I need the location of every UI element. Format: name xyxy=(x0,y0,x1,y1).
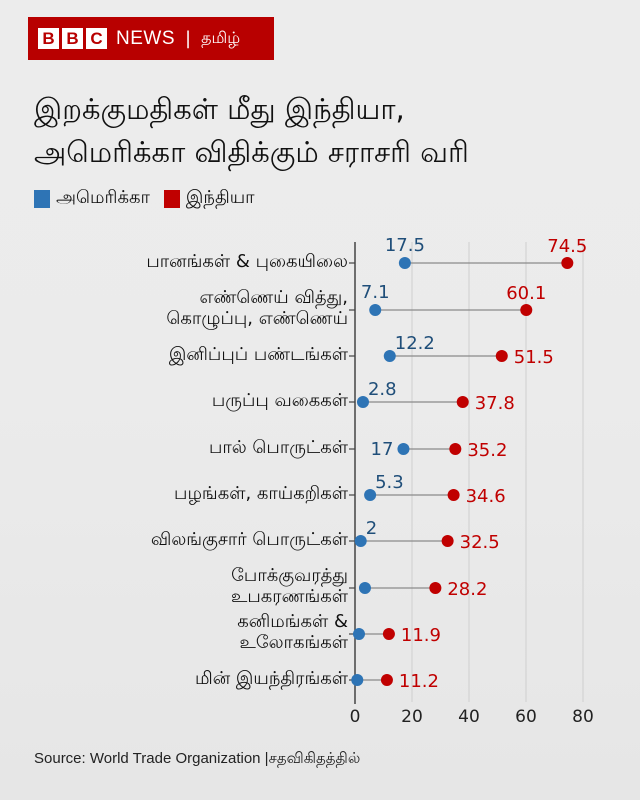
category-label-line: கொழுப்பு, எண்ணெய் xyxy=(166,308,348,329)
category-label: எண்ணெய் வித்து, கொழுப்பு, எண்ணெய் xyxy=(166,287,348,329)
india-value-label: 34.6 xyxy=(466,486,506,507)
usa-dot xyxy=(358,582,371,594)
bbc-block-b1: B xyxy=(38,28,59,49)
usa-value-label: 2.8 xyxy=(368,379,397,400)
bbc-blocks: B B C xyxy=(38,28,107,49)
legend-label-usa: அமெரிக்கா xyxy=(56,187,150,208)
india-value-label: 51.5 xyxy=(514,347,554,368)
legend-swatch-usa xyxy=(34,189,50,208)
usa-value-label: 12.2 xyxy=(395,333,435,354)
usa-dot xyxy=(354,535,367,547)
category-label: மின் இயந்திரங்கள் xyxy=(195,668,348,689)
india-value-label: 28.2 xyxy=(447,579,487,600)
category-label: பருப்பு வகைகள் xyxy=(212,390,348,411)
india-dot xyxy=(520,304,533,316)
usa-dot xyxy=(369,304,382,316)
usa-dot xyxy=(397,443,410,455)
category-label-line: எண்ணெய் வித்து, xyxy=(199,287,348,308)
india-dot xyxy=(429,582,442,594)
india-dot xyxy=(561,257,574,269)
legend-swatch-india xyxy=(163,189,180,208)
chart-title: இறக்குமதிகள் மீது இந்தியா, அமெரிக்கா வித… xyxy=(34,88,614,174)
brand-language: தமிழ் xyxy=(201,28,241,47)
x-tick-label: 80 xyxy=(572,707,594,727)
india-dot xyxy=(495,350,508,362)
usa-dot xyxy=(383,350,396,362)
usa-dot xyxy=(356,396,369,408)
category-label-line: பானங்கள் & புகையிலை xyxy=(146,250,348,272)
category-label: பானங்கள் & புகையிலை xyxy=(146,251,348,272)
india-value-label: 37.8 xyxy=(475,393,515,414)
legend-item-india: இந்தியா xyxy=(163,187,255,210)
bbc-block-b2: B xyxy=(62,28,83,49)
chart-plot: 0 20 40 60 80 74.5 17.5 60.1 7.1 51.5 12.2 37.8 2.8 3… xyxy=(349,235,594,727)
title-line-1: இறக்குமதிகள் மீது இந்தியா, xyxy=(34,92,405,126)
category-label: பழங்கள், காய்கறிகள் xyxy=(174,483,348,504)
category-label-line: இனிப்புப் பண்டங்கள் xyxy=(168,343,348,365)
india-dot xyxy=(382,628,395,640)
source-footer: Source: World Trade Organization |சதவிகி… xyxy=(34,750,361,767)
india-dot xyxy=(380,674,393,686)
usa-value-label: 2 xyxy=(366,518,377,539)
usa-value-label: 7.1 xyxy=(361,282,390,303)
category-label: விலங்குசார் பொருட்கள் xyxy=(151,529,348,550)
india-value-label: 35.2 xyxy=(467,440,507,461)
category-label: கனிமங்கள் & உலோகங்கள் xyxy=(237,611,348,653)
legend: அமெரிக்கா இந்தியா xyxy=(34,187,269,210)
category-label: போக்குவரத்து உபகரணங்கள் xyxy=(231,565,348,607)
category-label-line: உலோகங்கள் xyxy=(239,632,349,653)
bbc-block-c: C xyxy=(86,28,107,49)
india-value-label: 74.5 xyxy=(547,236,587,257)
category-label-line: பழங்கள், காய்கறிகள் xyxy=(174,482,348,504)
usa-value-label: 5.3 xyxy=(375,472,404,493)
legend-label-india: இந்தியா xyxy=(185,187,255,208)
legend-item-usa: அமெரிக்கா xyxy=(34,187,150,210)
x-tick-label: 20 xyxy=(401,707,423,727)
title-line-2: அமெரிக்கா விதிக்கும் சராசரி வரி xyxy=(34,135,469,169)
category-label-line: விலங்குசார் பொருட்கள் xyxy=(150,528,348,550)
brand-news: NEWS xyxy=(116,27,175,49)
india-value-label: 32.5 xyxy=(460,532,500,553)
category-label-line: போக்குவரத்து xyxy=(231,565,348,586)
india-dot xyxy=(447,489,460,501)
category-label-line: உபகரணங்கள் xyxy=(231,586,348,607)
x-tick-label: 0 xyxy=(350,707,361,727)
category-label: பால் பொருட்கள் xyxy=(209,437,348,458)
india-dot xyxy=(441,535,454,547)
india-value-label: 11.2 xyxy=(399,671,439,692)
usa-dot xyxy=(351,674,364,686)
category-label-line: கனிமங்கள் & xyxy=(237,611,348,632)
brand-separator: | xyxy=(185,28,192,49)
india-value-label: 60.1 xyxy=(506,283,546,304)
category-label-line: பருப்பு வகைகள் xyxy=(211,389,348,411)
india-dot xyxy=(449,443,462,455)
usa-dot xyxy=(364,489,377,501)
x-tick-label: 40 xyxy=(458,707,480,727)
usa-value-label: 17 xyxy=(371,439,394,460)
india-dot xyxy=(456,396,469,408)
category-label-line: பால் பொருட்கள் xyxy=(208,436,348,458)
usa-dot xyxy=(352,628,365,640)
category-label-line: மின் இயந்திரங்கள் xyxy=(195,667,348,689)
india-value-label: 11.9 xyxy=(401,625,441,646)
category-label: இனிப்புப் பண்டங்கள் xyxy=(169,344,348,365)
usa-dot xyxy=(398,257,411,269)
usa-value-label: 17.5 xyxy=(385,235,425,256)
bbc-news-tamil-logo: B B C NEWS | தமிழ் xyxy=(28,17,274,60)
x-tick-label: 60 xyxy=(515,707,537,727)
